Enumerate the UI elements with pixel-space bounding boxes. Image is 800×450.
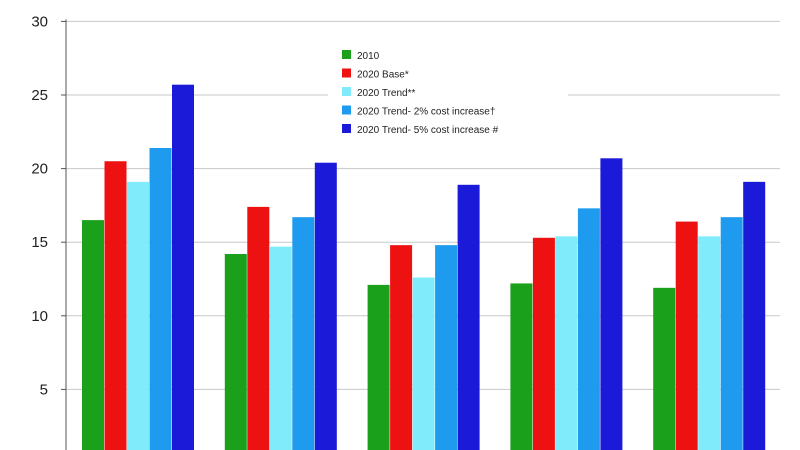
bar-5-series-2 [675, 221, 698, 450]
bar-3-series-5 [457, 184, 480, 450]
legend-label-1: 2010 [357, 51, 380, 62]
legend-label-3: 2020 Trend** [357, 88, 415, 99]
bar-5-series-4 [720, 217, 743, 450]
bar-2-series-4 [292, 217, 315, 450]
legend-swatch-3 [342, 87, 351, 96]
bar-4-series-1 [510, 283, 533, 450]
y-tick-label: 30 [31, 13, 48, 30]
legend-swatch-2 [342, 68, 351, 78]
bar-5-series-3 [698, 236, 721, 450]
bar-2-series-2 [247, 206, 270, 450]
bar-1-series-2 [104, 161, 127, 450]
bar-3-series-1 [367, 284, 390, 450]
y-axis-ticks: 5 10 15 20 25 30 [31, 13, 66, 398]
bar-1-series-4 [149, 147, 172, 450]
bar-3-series-3 [412, 277, 435, 450]
bar-1-series-5 [172, 84, 194, 450]
legend-swatch-4 [342, 105, 351, 115]
y-tick-label: 15 [31, 234, 48, 251]
legend-box [328, 42, 568, 141]
bar-4-series-2 [532, 237, 555, 450]
bar-5-series-5 [743, 181, 766, 450]
bar-3-series-2 [390, 245, 413, 450]
legend-swatch-5 [342, 124, 351, 133]
y-tick-label: 10 [31, 308, 48, 325]
legend-label-4: 2020 Trend- 2% cost increase† [357, 107, 495, 118]
bar-3-series-4 [435, 245, 458, 450]
legend-swatch-1 [342, 50, 351, 59]
bar-4-series-5 [600, 158, 623, 450]
y-tick-label: 5 [40, 381, 48, 398]
legend: 2010 2020 Base* 2020 Trend** 2020 Trend- 2%… [328, 42, 568, 141]
legend-label-5: 2020 Trend- 5% cost increase # [357, 125, 499, 136]
bar-2-series-5 [314, 162, 337, 450]
bars [82, 84, 766, 450]
bar-2-series-3 [269, 246, 292, 450]
bar-4-series-3 [555, 236, 578, 450]
bar-1-series-1 [82, 220, 104, 450]
bar-5-series-1 [653, 287, 676, 450]
bar-4-series-4 [577, 208, 600, 450]
bar-2-series-1 [224, 253, 247, 450]
y-tick-label: 25 [31, 87, 48, 104]
legend-label-2: 2020 Base* [357, 70, 409, 81]
y-tick-label: 20 [31, 161, 48, 178]
bar-1-series-3 [127, 181, 149, 450]
